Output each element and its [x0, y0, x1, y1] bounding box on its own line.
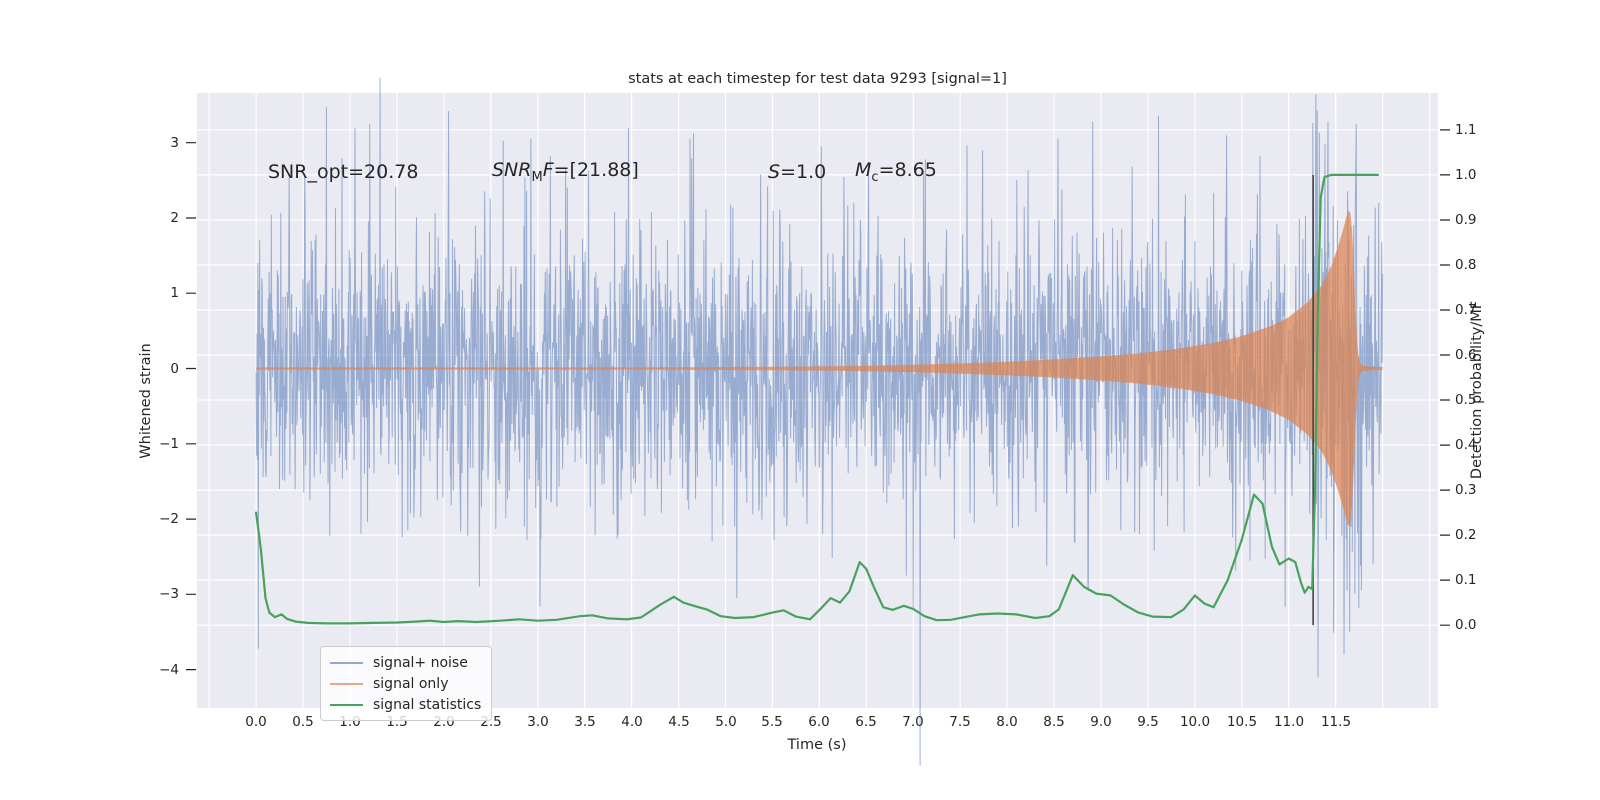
x-tick-label: 5.5: [761, 714, 783, 730]
x-tick-label: 9.5: [1137, 714, 1159, 730]
legend-item-signal-plus-noise: signal+ noise: [330, 652, 481, 673]
y-tick-label-right: 0.6: [1455, 347, 1477, 363]
y-tick-label-right: 0.0: [1455, 617, 1477, 633]
x-tick-label: 8.5: [1043, 714, 1065, 730]
legend: signal+ noise signal only signal statist…: [320, 646, 493, 721]
y-tick-label-right: 0.8: [1455, 257, 1477, 273]
y-tick-label-right: 0.7: [1455, 302, 1477, 318]
y-tick-label-left: −2: [159, 511, 179, 527]
x-tick-label: 7.5: [949, 714, 971, 730]
legend-label: signal only: [373, 675, 449, 692]
y-tick-label-right: 0.2: [1455, 527, 1477, 543]
series-signal-statistics: [255, 173, 1379, 625]
x-tick-label: 4.0: [621, 714, 643, 730]
legend-item-signal-only: signal only: [330, 673, 481, 694]
x-tick-label: 0.0: [245, 714, 267, 730]
x-axis-label: Time (s): [787, 737, 847, 753]
y-tick-label-right: 0.5: [1455, 392, 1477, 408]
legend-label: signal statistics: [373, 696, 482, 713]
x-tick-label: 10.5: [1226, 714, 1258, 730]
x-tick-label: 3.5: [574, 714, 596, 730]
x-tick-label: 5.0: [715, 714, 737, 730]
y-tick-label-left: 3: [170, 135, 179, 151]
series-signal-plus-noise: [255, 77, 1384, 766]
annotation-snr-mf: SNRMF=[21.88]: [492, 159, 639, 185]
annotation-mc: Mc=8.65: [855, 159, 937, 185]
x-tick-label: 11.0: [1273, 714, 1305, 730]
y-tick-label-right: 1.0: [1455, 167, 1477, 183]
x-tick-label: 9.0: [1090, 714, 1112, 730]
x-tick-label: 8.0: [996, 714, 1018, 730]
legend-line-swatch-salmon: [330, 682, 363, 685]
chart-title: stats at each timestep for test data 929…: [628, 71, 1007, 87]
x-tick-label: 10.0: [1179, 714, 1211, 730]
y-tick-label-left: −4: [159, 662, 179, 678]
legend-line-swatch-green: [330, 703, 363, 706]
y-tick-label-left: 2: [170, 210, 179, 226]
x-tick-label: 0.5: [292, 714, 314, 730]
legend-item-signal-statistics: signal statistics: [330, 694, 481, 715]
x-tick-label: 11.5: [1320, 714, 1352, 730]
annotation-snr-opt: SNR_opt=20.78: [268, 161, 419, 183]
x-tick-label: 3.0: [527, 714, 549, 730]
y-tick-label-right: 0.9: [1455, 212, 1477, 228]
y-tick-label-right: 0.1: [1455, 572, 1477, 588]
y-tick-label-right: 1.1: [1455, 122, 1477, 138]
y-tick-label-left: −3: [159, 586, 179, 602]
axis-tick-marks: [186, 129, 1450, 671]
y-tick-label-left: 0: [170, 361, 179, 377]
y-tick-label-right: 0.3: [1455, 482, 1477, 498]
y-tick-label-left: 1: [170, 285, 179, 301]
legend-line-swatch-blue: [330, 661, 363, 664]
legend-label: signal+ noise: [373, 654, 468, 671]
x-tick-label: 6.0: [808, 714, 830, 730]
x-tick-label: 4.5: [668, 714, 690, 730]
x-tick-label: 6.5: [855, 714, 877, 730]
annotation-s: S=1.0: [768, 161, 827, 183]
y-tick-label-right: 0.4: [1455, 437, 1477, 453]
series-signal-only: [256, 210, 1383, 527]
y-tick-label-left: −1: [159, 436, 179, 452]
x-tick-label: 7.0: [902, 714, 924, 730]
